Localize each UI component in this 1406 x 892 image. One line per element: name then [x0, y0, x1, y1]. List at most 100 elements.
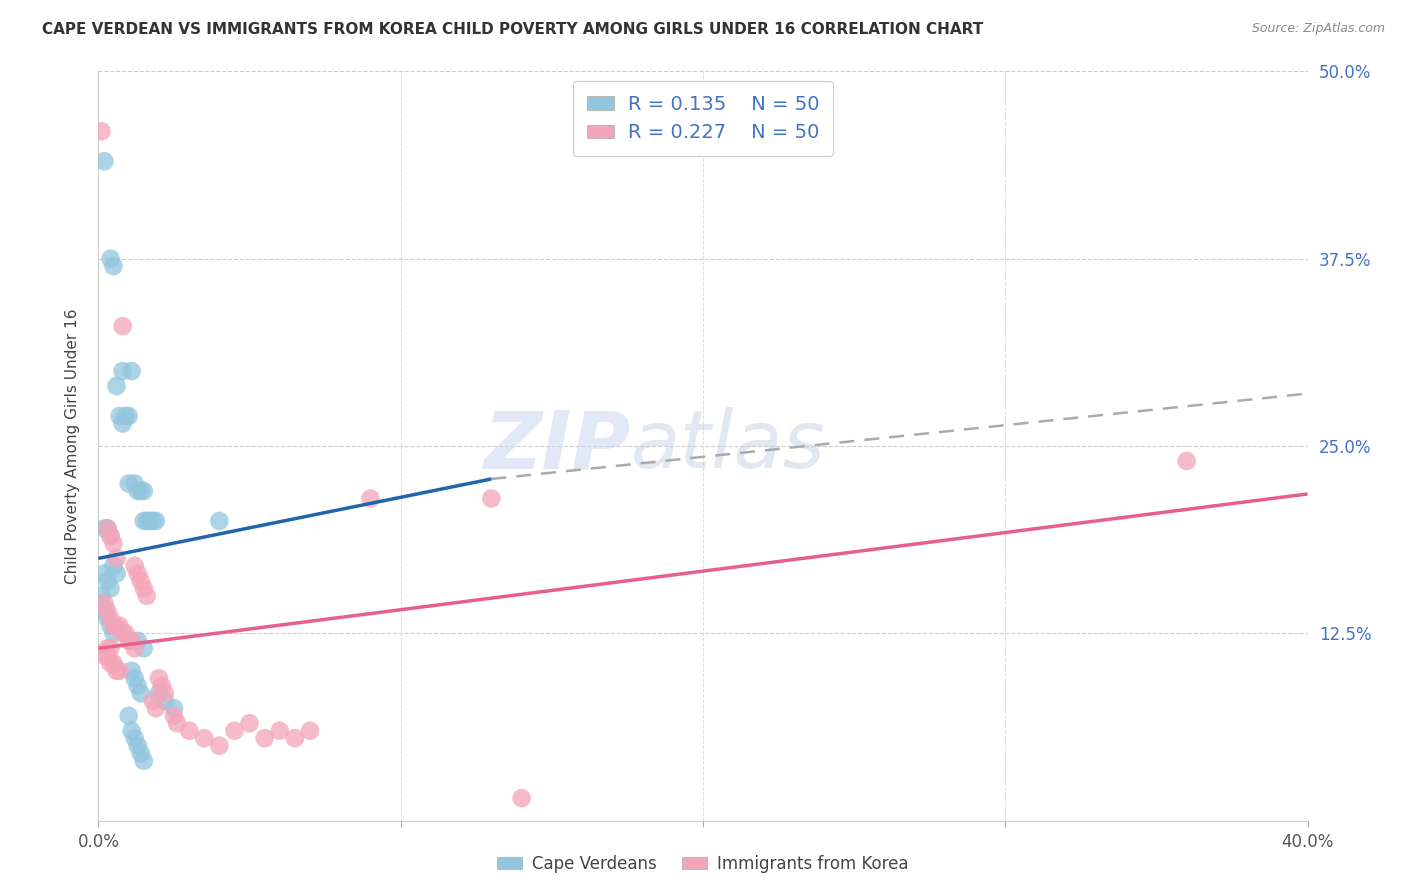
Point	[145, 701, 167, 715]
Point	[148, 686, 170, 700]
Point	[193, 731, 215, 746]
Point	[100, 529, 122, 543]
Point	[100, 641, 122, 656]
Point	[127, 566, 149, 581]
Point	[118, 633, 141, 648]
Point	[132, 582, 155, 596]
Point	[100, 619, 122, 633]
Point	[129, 686, 152, 700]
Point	[93, 648, 115, 663]
Point	[105, 619, 128, 633]
Point	[127, 739, 149, 753]
Point	[481, 491, 503, 506]
Point	[105, 664, 128, 678]
Point	[124, 476, 146, 491]
Y-axis label: Child Poverty Among Girls Under 16: Child Poverty Among Girls Under 16	[65, 309, 80, 583]
Point	[121, 664, 143, 678]
Point	[121, 633, 143, 648]
Point	[103, 619, 125, 633]
Point	[108, 664, 131, 678]
Point	[284, 731, 307, 746]
Point	[124, 558, 146, 573]
Point	[118, 708, 141, 723]
Point	[145, 514, 167, 528]
Point	[96, 521, 118, 535]
Point	[142, 514, 165, 528]
Point	[90, 596, 112, 610]
Point	[129, 483, 152, 498]
Point	[132, 514, 155, 528]
Point	[208, 514, 231, 528]
Point	[93, 596, 115, 610]
Point	[124, 731, 146, 746]
Text: CAPE VERDEAN VS IMMIGRANTS FROM KOREA CHILD POVERTY AMONG GIRLS UNDER 16 CORRELA: CAPE VERDEAN VS IMMIGRANTS FROM KOREA CH…	[42, 22, 983, 37]
Point	[96, 611, 118, 625]
Point	[153, 694, 176, 708]
Point	[108, 409, 131, 423]
Point	[111, 319, 134, 334]
Point	[208, 739, 231, 753]
Point	[100, 657, 122, 671]
Text: atlas: atlas	[630, 407, 825, 485]
Point	[96, 648, 118, 663]
Point	[239, 716, 262, 731]
Point	[103, 259, 125, 273]
Point	[129, 746, 152, 760]
Point	[121, 723, 143, 738]
Point	[299, 723, 322, 738]
Point	[148, 671, 170, 685]
Point	[103, 657, 125, 671]
Point	[118, 409, 141, 423]
Point	[93, 154, 115, 169]
Point	[179, 723, 201, 738]
Point	[90, 589, 112, 603]
Point	[360, 491, 382, 506]
Point	[100, 582, 122, 596]
Point	[93, 604, 115, 618]
Point	[132, 483, 155, 498]
Point	[103, 558, 125, 573]
Legend: Cape Verdeans, Immigrants from Korea: Cape Verdeans, Immigrants from Korea	[491, 848, 915, 880]
Point	[100, 252, 122, 266]
Text: ZIP: ZIP	[484, 407, 630, 485]
Point	[103, 536, 125, 550]
Point	[96, 521, 118, 535]
Point	[124, 641, 146, 656]
Point	[127, 679, 149, 693]
Point	[139, 514, 162, 528]
Point	[105, 551, 128, 566]
Point	[121, 364, 143, 378]
Point	[96, 641, 118, 656]
Text: Source: ZipAtlas.com: Source: ZipAtlas.com	[1251, 22, 1385, 36]
Point	[127, 483, 149, 498]
Point	[1175, 454, 1198, 468]
Point	[142, 694, 165, 708]
Point	[135, 514, 157, 528]
Point	[100, 529, 122, 543]
Point	[124, 671, 146, 685]
Point	[93, 521, 115, 535]
Legend: R = 0.135    N = 50, R = 0.227    N = 50: R = 0.135 N = 50, R = 0.227 N = 50	[574, 81, 832, 156]
Point	[510, 791, 533, 805]
Point	[105, 379, 128, 393]
Point	[96, 604, 118, 618]
Point	[93, 566, 115, 581]
Point	[163, 701, 186, 715]
Point	[118, 476, 141, 491]
Point	[105, 566, 128, 581]
Point	[253, 731, 276, 746]
Point	[150, 679, 173, 693]
Point	[132, 754, 155, 768]
Point	[108, 619, 131, 633]
Point	[114, 409, 136, 423]
Point	[135, 589, 157, 603]
Point	[111, 364, 134, 378]
Point	[129, 574, 152, 588]
Point	[166, 716, 188, 731]
Point	[100, 611, 122, 625]
Point	[127, 633, 149, 648]
Point	[163, 708, 186, 723]
Point	[269, 723, 291, 738]
Point	[111, 626, 134, 640]
Point	[96, 574, 118, 588]
